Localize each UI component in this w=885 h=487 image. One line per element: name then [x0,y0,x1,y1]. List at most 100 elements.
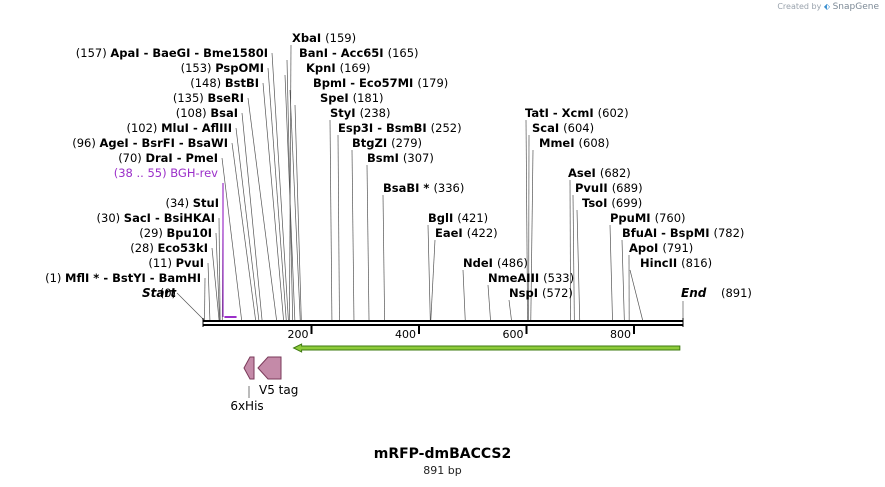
enzyme-name: StuI [193,196,219,210]
start-position: (0) [160,286,176,300]
site-position: (486) [497,256,528,270]
enzyme-name: XbaI [292,31,325,45]
site-connector [508,299,512,321]
connector-lines [176,44,684,321]
enzyme-name: NmeAIII [488,271,543,285]
site-position: (108) [176,106,211,120]
enzyme-name: MmeI [539,136,579,150]
site-connector [294,104,302,321]
site-position: (169) [340,61,371,75]
axis-tick-label: 200 [288,328,309,341]
site-position: (102) [127,121,162,135]
enzyme-name: BtgZI [352,136,391,150]
enzyme-isoschizomers: - BsrFI - BsaWI [129,136,228,150]
site-connector [235,127,260,321]
site-position: (157) [76,46,111,60]
site-label: NspI (572) [509,286,573,300]
site-label: BtgZI (279) [352,136,422,150]
site-connector [289,89,301,321]
site-connector [525,119,528,321]
site-position: (135) [173,91,208,105]
site-connector [218,217,221,321]
end-position: (891) [721,286,752,300]
enzyme-name: ScaI [532,121,563,135]
site-label: (30) SacI - BsiHKAI [97,211,215,225]
site-label: PpuMI (760) [610,211,686,225]
site-position: (70) [118,151,145,165]
site-connector [267,67,287,321]
site-position: (238) [360,106,391,120]
enzyme-isoschizomers: - BaeGI - Bme1580I [140,46,268,60]
feature-6xhis-label: 6xHis [230,399,263,413]
site-position: (572) [542,286,573,300]
site-label: (148) BstBI [190,76,259,90]
enzyme-name: AseI [568,166,600,180]
site-position: (279) [391,136,422,150]
snapgene-label: SnapGene [832,2,879,12]
site-label: TatI - XcmI (602) [525,106,629,120]
plasmid-length: 891 bp [423,464,462,477]
start-label: Start [142,286,177,300]
site-connector [462,269,466,321]
site-position: (816) [681,256,712,270]
site-label: (70) DraI - PmeI [118,151,218,165]
site-position: (96) [72,136,99,150]
site-label: PvuII (689) [575,181,643,195]
feature-v5-tag-arrow [257,356,282,380]
enzyme-name: HincII [640,256,681,270]
enzyme-name: TsoI [582,196,611,210]
site-connector [289,44,292,321]
site-label: Esp3I - BsmBI (252) [338,121,462,135]
primer-label: (38 .. 55) BGH-rev [114,166,218,180]
enzyme-name: PvuI [176,256,204,270]
end-label: End [681,286,707,300]
site-connector [569,179,571,321]
site-connector [621,239,625,321]
enzyme-name: PvuII [575,181,612,195]
site-label: (34) StuI [165,196,219,210]
site-position: (782) [713,226,744,240]
enzyme-name: NdeI [463,256,497,270]
enzyme-name: MluI [161,121,189,135]
site-connector [215,232,220,321]
site-label: BsmI (307) [367,151,434,165]
site-label: (1) MflI * - BstYI - BamHI [45,271,201,285]
site-label: HincII (816) [640,256,712,270]
enzyme-isoschizomers: - BsiHKAI [151,211,215,225]
site-label: TsoI (699) [582,196,642,210]
site-position: (148) [190,76,225,90]
start-connector [176,292,205,321]
site-connector [247,97,277,321]
enzyme-name: BglI [428,211,457,225]
enzyme-name: BsmI [367,151,403,165]
enzyme-isoschizomers: - BstYI - BamHI [99,271,201,285]
branding: Created by ⬖ SnapGene [777,2,879,12]
enzyme-name: KpnI [306,61,340,75]
site-position: (1) [45,271,65,285]
site-position: (181) [353,91,384,105]
site-position: (28) [130,241,157,255]
site-label: KpnI (169) [306,61,371,75]
enzyme-name: BsaI [210,106,238,120]
site-connector [207,262,211,321]
enzyme-name: StyI [330,106,360,120]
site-position: (29) [139,226,166,240]
site-position: (252) [431,121,462,135]
primer-range: (38 .. 55) [114,166,171,180]
enzyme-isoschizomers: - AflIII [189,121,232,135]
enzyme-name: TatI - XcmI [525,106,598,120]
site-connector [211,247,220,321]
site-position: (608) [579,136,610,150]
site-label: MmeI (608) [539,136,609,150]
site-connector [271,52,289,321]
enzyme-name: BpmI - Eco57MI [313,76,417,90]
site-position: (165) [388,46,419,60]
enzyme-name: ApoI [629,241,662,255]
snapgene-logo-icon: ⬖ [823,2,831,11]
enzyme-name: BseRI [207,91,244,105]
site-position: (34) [165,196,192,210]
enzyme-name: Esp3I - BsmBI [338,121,431,135]
site-connector [629,269,643,321]
site-connector [572,194,575,321]
